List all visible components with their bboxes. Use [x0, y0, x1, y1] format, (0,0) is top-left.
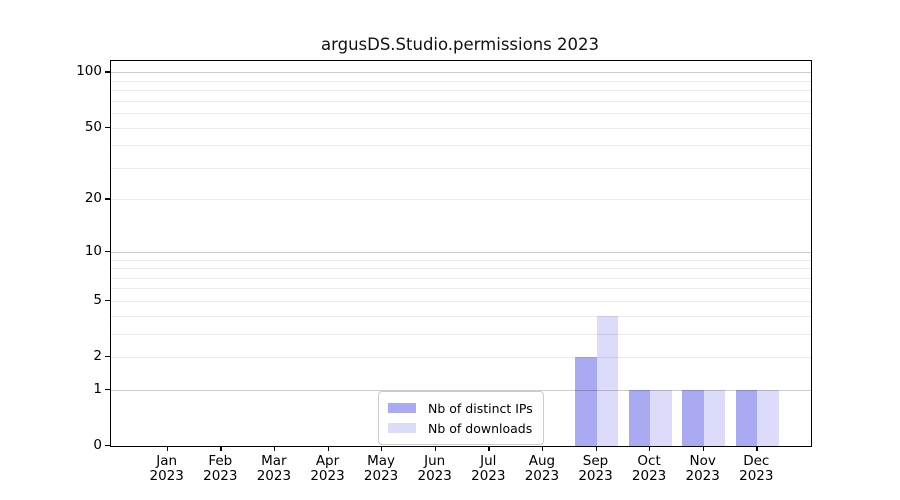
gridline-minor-9 — [111, 259, 811, 261]
y-tick-label-10: 10 — [84, 242, 102, 259]
legend-swatch-icon — [388, 423, 416, 433]
x-tick-feb — [220, 446, 222, 451]
gridline-minor-70 — [111, 100, 811, 102]
bar-nov-s1 — [703, 389, 726, 446]
y-tick-100 — [105, 71, 110, 73]
y-tick-5 — [105, 299, 110, 302]
x-tick-label-jun: Jun 2023 — [417, 453, 452, 484]
y-tick-2 — [105, 356, 110, 358]
y-tick-label-20: 20 — [84, 190, 102, 207]
y-tick-0 — [105, 445, 110, 447]
x-tick-nov — [702, 446, 704, 451]
x-tick-may — [381, 446, 383, 451]
gridline-minor-6 — [111, 288, 811, 290]
x-tick-label-jul: Jul 2023 — [471, 453, 506, 484]
gridline-minor-40 — [111, 145, 811, 147]
x-tick-jul — [488, 446, 490, 451]
legend-row-0: Nb of distinct IPs — [388, 398, 534, 418]
y-tick-10 — [105, 250, 110, 253]
x-tick-apr — [327, 446, 329, 451]
y-tick-label-1: 1 — [93, 380, 102, 397]
x-tick-label-may: May 2023 — [363, 453, 399, 484]
bar-dec-s0 — [735, 389, 758, 446]
bar-nov-s0 — [682, 389, 704, 446]
gridline-minor-60 — [111, 113, 811, 115]
gridline-minor-8 — [111, 268, 811, 269]
x-tick-label-feb: Feb 2023 — [203, 453, 238, 484]
x-tick-dec — [756, 446, 758, 451]
x-tick-label-jan: Jan 2023 — [149, 453, 184, 484]
x-tick-aug — [541, 446, 544, 451]
gridline-minor-90 — [111, 80, 811, 82]
y-tick-label-2: 2 — [93, 348, 102, 365]
legend-swatch-icon — [388, 403, 416, 413]
legend-label-1: Nb of downloads — [428, 420, 533, 436]
gridline-minor-7 — [111, 277, 811, 279]
chart-title: argusDS.Studio.permissions 2023 — [320, 35, 599, 54]
x-tick-label-apr: Apr 2023 — [310, 453, 345, 484]
x-tick-jan — [166, 446, 168, 451]
y-tick-20 — [105, 198, 110, 200]
gridline-minor-50 — [111, 127, 811, 129]
bar-oct-s1 — [650, 389, 672, 446]
gridline-major-100 — [111, 72, 811, 74]
x-tick-sep — [595, 446, 597, 451]
gridline-minor-20 — [111, 199, 811, 201]
gridline-major-10 — [111, 251, 811, 253]
gridline-minor-2 — [111, 357, 811, 358]
bar-dec-s1 — [757, 389, 779, 446]
x-tick-label-sep: Sep 2023 — [578, 453, 613, 484]
y-tick-50 — [105, 126, 110, 128]
gridline-major-1 — [111, 389, 811, 391]
legend: Nb of distinct IPs Nb of downloads — [378, 391, 544, 445]
x-tick-label-dec: Dec 2023 — [739, 453, 774, 484]
x-tick-jun — [434, 446, 436, 451]
bar-oct-s0 — [628, 389, 651, 446]
x-tick-oct — [649, 446, 651, 451]
x-tick-label-oct: Oct 2023 — [631, 453, 667, 484]
gridline-minor-3 — [111, 333, 811, 335]
gridline-minor-4 — [111, 315, 811, 317]
y-tick-label-0: 0 — [93, 437, 102, 453]
gridline-minor-30 — [111, 167, 811, 169]
y-tick-label-100: 100 — [76, 63, 102, 80]
y-tick-1 — [105, 388, 110, 391]
gridline-minor-80 — [111, 90, 811, 92]
legend-label-0: Nb of distinct IPs — [428, 400, 533, 416]
gridline-minor-5 — [111, 300, 811, 302]
x-tick-label-mar: Mar 2023 — [256, 453, 292, 484]
x-tick-mar — [273, 446, 276, 451]
bar-sep-s1 — [596, 315, 618, 446]
x-tick-label-nov: Nov 2023 — [685, 453, 720, 484]
plot-area — [110, 60, 812, 447]
y-tick-label-5: 5 — [93, 291, 102, 308]
legend-row-1: Nb of downloads — [388, 418, 534, 438]
x-tick-label-aug: Aug 2023 — [524, 453, 560, 484]
y-tick-label-50: 50 — [84, 118, 102, 135]
bar-sep-s0 — [575, 357, 597, 446]
